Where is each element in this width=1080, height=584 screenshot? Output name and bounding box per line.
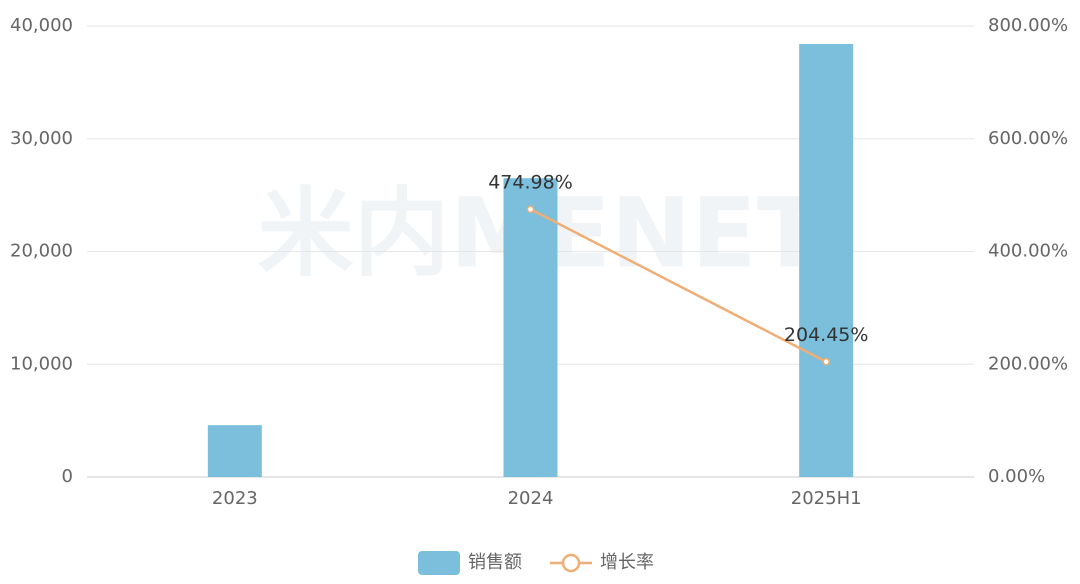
bar bbox=[503, 178, 558, 477]
legend-label: 增长率 bbox=[600, 552, 654, 573]
legend-label: 销售额 bbox=[468, 552, 522, 573]
y-tick-label: 20,000 bbox=[10, 241, 73, 262]
y2-tick-label: 600.00% bbox=[988, 128, 1068, 149]
y-tick-label: 40,000 bbox=[10, 15, 73, 36]
y-tick-label: 0 bbox=[62, 466, 73, 487]
value-label: 474.98% bbox=[488, 172, 573, 194]
y2-tick-label: 400.00% bbox=[988, 241, 1068, 262]
y-tick-label: 30,000 bbox=[10, 128, 73, 149]
line bbox=[529, 208, 827, 363]
x-tick-label: 2023 bbox=[212, 488, 258, 509]
bar bbox=[207, 425, 262, 477]
y2-tick-label: 0.00% bbox=[988, 466, 1045, 487]
y2-tick-label: 200.00% bbox=[988, 353, 1068, 374]
y2-tick-label: 800.00% bbox=[988, 15, 1068, 36]
legend-swatch bbox=[418, 551, 460, 575]
line-point bbox=[822, 357, 830, 366]
bar bbox=[799, 44, 854, 477]
x-tick-label: 2024 bbox=[508, 488, 554, 509]
x-tick-label: 2025H1 bbox=[791, 488, 862, 509]
value-label: 204.45% bbox=[784, 324, 869, 346]
legend-swatch bbox=[561, 553, 581, 573]
y-tick-label: 10,000 bbox=[10, 353, 73, 374]
line-point bbox=[526, 205, 535, 213]
